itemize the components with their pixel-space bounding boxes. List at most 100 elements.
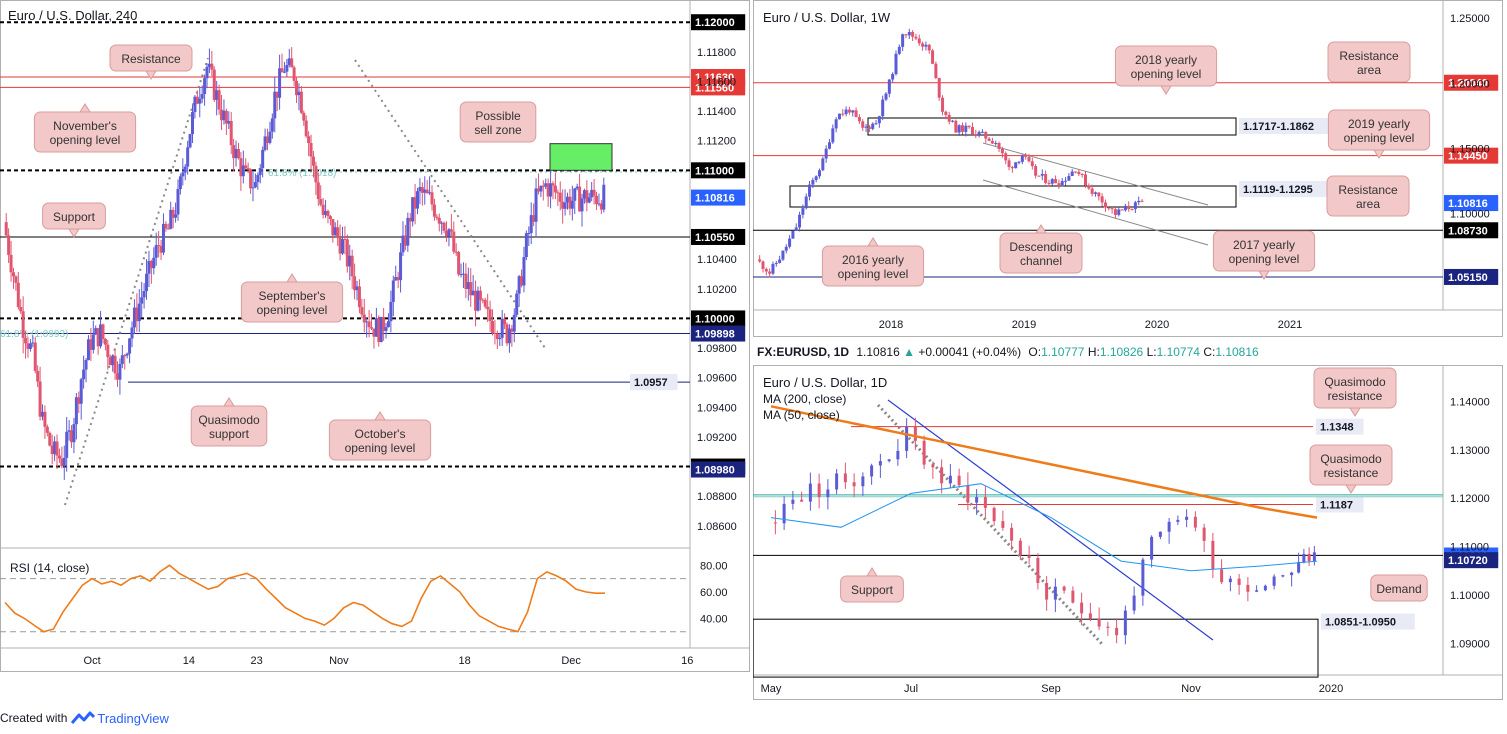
w1-x-tick: 2020 [1145, 319, 1169, 331]
w1-candle [808, 184, 812, 197]
w1-candle [1133, 202, 1137, 210]
w1-resistance-area-label-2-box [1326, 175, 1410, 217]
h4-candle [599, 203, 603, 210]
h4-candle [309, 143, 313, 157]
h4-candle [474, 290, 478, 311]
h4-candle [546, 183, 550, 197]
h4-y-tick: 1.09800 [697, 343, 737, 355]
d1-x-tick: May [761, 683, 782, 695]
w1-candle [990, 140, 994, 144]
w1-2016-open-label: opening level [838, 267, 909, 281]
high-value: 1.10826 [1099, 345, 1144, 359]
d1-candle [1001, 521, 1005, 528]
price-axis-tag: 1.10816 [695, 193, 735, 205]
h4-candle [445, 230, 449, 237]
zone-tag: 1.1717-1.1862 [1243, 121, 1314, 133]
w1-candle [854, 110, 858, 118]
w1-candle [1037, 175, 1041, 177]
d1-candle [1176, 519, 1180, 522]
h4-candle [67, 430, 71, 432]
d1-candle [1185, 516, 1189, 520]
h4-candle [549, 183, 553, 197]
w1-candle [804, 196, 808, 209]
w1-candle [881, 99, 885, 117]
h4-candle [103, 338, 107, 345]
h4-candle [205, 66, 209, 79]
h4-candle [222, 110, 226, 121]
d1-candle [1237, 578, 1241, 585]
h4-candle [336, 227, 340, 238]
d1-quasimodo-resistance-label-1-pointer [1349, 407, 1361, 417]
fib-label: 61.8% (1.0993) [0, 329, 68, 340]
h4-candle [551, 183, 555, 186]
w1-candle [1074, 171, 1078, 173]
h4-candle [384, 327, 388, 331]
d1-quasimodo-resistance-label-2: Quasimodo [1320, 452, 1382, 466]
h4-candle [234, 149, 238, 159]
h4-chart[interactable]: 1.120001.116301.115601.110001.108161.105… [0, 0, 750, 672]
d1-quasimodo-resistance-label-2-pointer [1345, 484, 1357, 494]
price-axis-tag: 1.08980 [695, 465, 735, 477]
d1-candle [1312, 552, 1316, 561]
h4-candle [113, 355, 117, 374]
resistance-label-pointer [145, 70, 157, 80]
h4-chart-panel: 1.12000 1.11630 1.11560 1.11000 1.10816 1.105… [0, 0, 750, 672]
h4-candle [345, 239, 349, 267]
w1-candle [857, 117, 861, 122]
h4-candle [471, 290, 475, 296]
price-axis-tag: 1.20040 [1448, 78, 1488, 90]
d1-chart-title: Euro / U.S. Dollar, 1D [763, 375, 887, 390]
w1-candle [944, 111, 948, 115]
d1-candle [1036, 557, 1040, 583]
w1-candle [917, 38, 921, 44]
h4-candle [130, 327, 134, 339]
h4-candle [159, 245, 163, 253]
h4-candle [590, 189, 594, 198]
h4-candle [532, 215, 536, 222]
h4-candle [74, 397, 78, 425]
h4-candle [299, 91, 303, 113]
november-open-label: November's [53, 119, 117, 133]
h4-candle [449, 229, 453, 232]
tradingview-brand[interactable]: TradingView [97, 710, 169, 726]
w1-candle [954, 120, 958, 133]
w1-candle [997, 143, 1001, 149]
h4-candle [507, 328, 511, 344]
h4-candle [503, 318, 507, 325]
w1-candle [864, 126, 868, 128]
h4-candle [142, 291, 146, 298]
h4-candle [183, 166, 187, 173]
price-axis-tag-bg [1444, 147, 1499, 164]
demand-zone [752, 618, 1319, 678]
h4-candle [379, 316, 383, 343]
h4-candle [186, 147, 190, 167]
h4-candle [273, 91, 277, 119]
w1-x-tick: 2019 [1012, 319, 1036, 331]
w1-candle [957, 125, 961, 133]
h4-candle [232, 145, 236, 159]
d1-candle [957, 475, 961, 486]
h4-candle [302, 112, 306, 121]
h4-candle [181, 172, 185, 177]
h4-candle [304, 120, 308, 137]
september-open-label: opening level [257, 303, 328, 317]
w1-candle [984, 131, 988, 139]
d1-x-tick: Sep [1041, 683, 1061, 695]
w1-chart[interactable]: 1.20040 1.14450 1.10816 1.08730 1.05150 1.17… [753, 0, 1503, 337]
h4-candle [48, 432, 52, 446]
h4-candle [132, 307, 136, 328]
h4-candle [91, 334, 95, 350]
w1-candle [980, 131, 984, 133]
price-axis-tag-bg [1444, 74, 1499, 91]
h4-candle [84, 359, 88, 370]
h4-candle [370, 327, 374, 329]
price-axis-tag: 1.10000 [695, 313, 735, 325]
w1-candle [1057, 183, 1061, 185]
h4-candle [200, 94, 204, 99]
h4-candle [50, 445, 54, 455]
w1-candle [887, 79, 891, 94]
h4-candle [33, 342, 37, 371]
h4-candle [108, 357, 112, 366]
h4-candle [157, 245, 161, 247]
